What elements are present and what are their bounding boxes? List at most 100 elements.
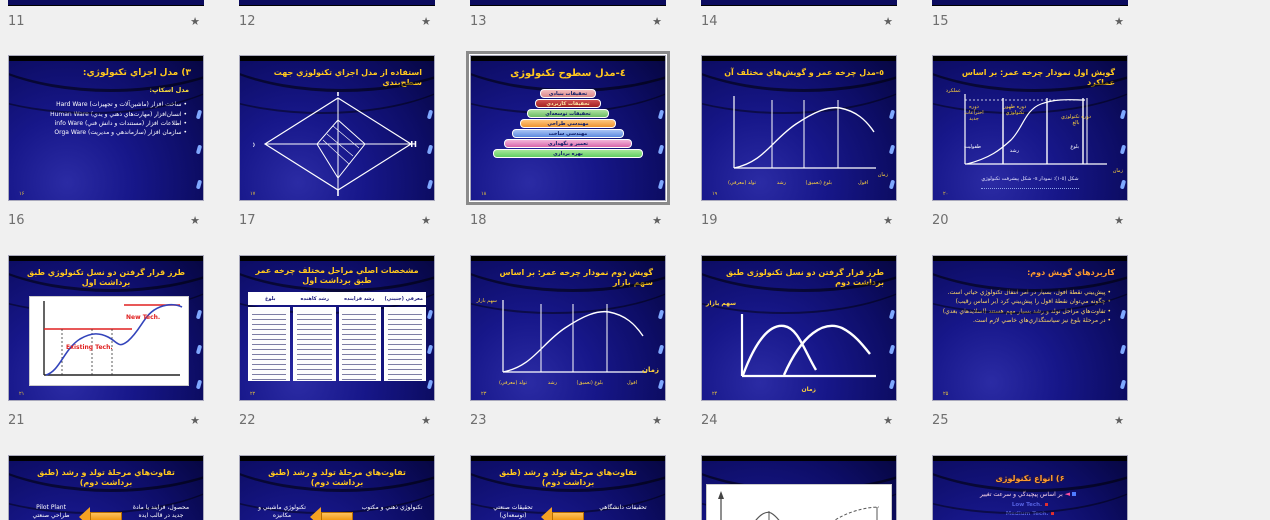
slide-number: 15 xyxy=(932,13,949,29)
slide-title: تفاوت‌هاي مرحلهٔ تولد و رشد (طبق برداشت … xyxy=(268,468,406,487)
region-label: دوره اختراعات جديد xyxy=(964,104,984,122)
slide-thumbnail-22[interactable]: مشخصات اصلي مراحل مختلف چرخه عمر طبق برد… xyxy=(239,255,435,401)
slide-edge-ticks xyxy=(195,109,203,200)
table-cell xyxy=(293,307,336,381)
transition-star-icon[interactable]: ★ xyxy=(1114,14,1124,28)
transition-star-icon[interactable]: ★ xyxy=(883,14,893,28)
left-arrow-icon xyxy=(541,507,584,520)
region-label: دوره تکنولوژي بالغ xyxy=(1061,114,1091,126)
svg-text:H: H xyxy=(410,140,417,149)
slide-thumbnail-29[interactable]: نوآوري محصول دوره عمر تکنولوژي xyxy=(701,455,897,520)
transition-star-icon[interactable]: ★ xyxy=(652,213,662,227)
slide-thumbnail-26[interactable]: تفاوت‌هاي مرحلهٔ تولد و رشد (طبق برداشت … xyxy=(8,455,204,520)
slide-thumbnail-14-edge[interactable] xyxy=(701,0,897,6)
slide-title: طرز قرار گرفتن دو نسل تکنولوژي طبق برداش… xyxy=(27,268,185,287)
pink-arrow-bullet-icon: ◄ xyxy=(1064,490,1071,498)
slide-18-label-row: 18 ★ xyxy=(470,211,666,229)
slide-12-label-row: 12 ★ xyxy=(239,12,435,30)
performance-s-curve-chart xyxy=(964,94,1107,165)
bullet-item: سازمان افزار (سازماندهي و مديريت) Orga W… xyxy=(17,128,187,137)
slide-page-number: ۲۰ xyxy=(943,191,949,197)
slide-thumbnail-30[interactable]: ۶) انواع تکنولوژی ◄ بر اساس پيچيدگي و سر… xyxy=(932,455,1128,520)
slide-thumbnail-20[interactable]: گويش اول نمودار چرخه عمر: بر اساس عملکرد… xyxy=(932,55,1128,201)
slide-edge-ticks xyxy=(888,309,896,400)
pyramid-level: مهندسي ساخت xyxy=(512,129,624,138)
slide-title: تفاوت‌هاي مرحلهٔ تولد و رشد (طبق برداشت … xyxy=(499,468,637,487)
slide-thumbnail-11-edge[interactable] xyxy=(8,0,204,6)
slide-title: ۶) انواع تکنولوژی xyxy=(995,474,1065,483)
bullet-list: ساخت افزار (ماشين‌آلات و تجهيزات) Hard W… xyxy=(9,94,203,137)
slide-thumbnail-25[interactable]: کاربردهاي گويش دوم: پيش‌بيني نقطهٔ افول،… xyxy=(932,255,1128,401)
slide-page-number: ۱۷ xyxy=(250,191,256,197)
transition-star-icon[interactable]: ★ xyxy=(421,213,431,227)
slide-20-label-row: 20 ★ xyxy=(932,211,1128,229)
x-axis-title: زمان xyxy=(1112,168,1123,174)
slide-page-number: ۱۶ xyxy=(19,191,25,197)
slide-thumbnail-19[interactable]: ٥-مدل چرخه عمر و گويش‌هاي مختلف آن زمان … xyxy=(701,55,897,201)
transition-star-icon[interactable]: ★ xyxy=(883,213,893,227)
transition-star-icon[interactable]: ★ xyxy=(1114,213,1124,227)
slide-thumbnail-23[interactable]: گويش دوم نمودار چرخه عمر: بر اساس سهم با… xyxy=(470,255,666,401)
slide-thumbnail-21[interactable]: طرز قرار گرفتن دو نسل تکنولوژي طبق برداش… xyxy=(8,255,204,401)
slide-thumbnail-16[interactable]: ۳) مدل اجزاي تکنولوژي: مدل اسکاپ: ساخت ا… xyxy=(8,55,204,201)
slide-number: 11 xyxy=(8,13,25,29)
slide-thumbnail-18[interactable]: ٤-مدل سطوح تکنولوژی تحقيقات بنيادي تحقيق… xyxy=(470,55,666,201)
slide-thumbnail-12-edge[interactable] xyxy=(239,0,435,6)
slide-page-number: ۲۳ xyxy=(481,391,487,397)
product-innovation-chart: نوآوري محصول دوره عمر تکنولوژي xyxy=(706,484,892,520)
slide-number: 18 xyxy=(470,212,487,228)
tech-level-item: Low Tech. xyxy=(933,501,1127,510)
slide-thumbnail-27[interactable]: تفاوت‌هاي مرحلهٔ تولد و رشد (طبق برداشت … xyxy=(239,455,435,520)
slide-title: کاربردهاي گويش دوم: xyxy=(1027,268,1115,277)
slide-thumbnail-28[interactable]: تفاوت‌هاي مرحلهٔ تولد و رشد (طبق برداشت … xyxy=(470,455,666,520)
comparison-row: تکنولوژي ذهني و مکتوب تکنولوژي ماشيني و … xyxy=(248,504,426,520)
svg-text:o: o xyxy=(253,140,255,149)
comparison-right-text: تحقيقات دانشگاهي xyxy=(599,504,647,511)
x-axis-label: افول xyxy=(858,180,868,186)
slide-thumbnail-13-edge[interactable] xyxy=(470,0,666,6)
life-cycle-stages-table: معرفي (جنيني) رشد فزاينده رشد کاهنده بلو… xyxy=(248,292,426,381)
bullet-item: انسان‌افزار (مهارت‌هاي ذهني و يدي) Human… xyxy=(17,110,187,119)
transition-star-icon[interactable]: ★ xyxy=(652,14,662,28)
transition-star-icon[interactable]: ★ xyxy=(652,413,662,427)
slide-thumbnail-17[interactable]: استفاده از مدل اجزاي تکنولوژي جهت سطح‌بن… xyxy=(239,55,435,201)
red-square-bullet-icon xyxy=(1051,511,1055,515)
slide-13-label-row: 13 ★ xyxy=(470,12,666,30)
tech-level-list: Low Tech. Medium Tech. High Tech. xyxy=(933,501,1127,520)
slide-edge-ticks xyxy=(888,109,896,200)
slide-number: 12 xyxy=(239,13,256,29)
transition-star-icon[interactable]: ★ xyxy=(421,14,431,28)
slide-title: طرز قرار گرفتن دو نسل تکنولوژی طبق برداش… xyxy=(726,268,884,287)
pyramid-level: تحقيقات کاربردي xyxy=(535,99,601,108)
bullet-item: چگونه مي‌توان نقطهٔ افول را پيش‌بيني کرد… xyxy=(941,297,1111,306)
comparison-right-text: تکنولوژي ذهني و مکتوب xyxy=(361,504,423,511)
slide-page-number: ۲۲ xyxy=(250,391,256,397)
transition-star-icon[interactable]: ★ xyxy=(883,413,893,427)
slide-21-label-row: 21 ★ xyxy=(8,411,204,429)
transition-star-icon[interactable]: ★ xyxy=(190,14,200,28)
slide-number: 17 xyxy=(239,212,256,228)
bullet-list: پيش‌بيني نقطهٔ افول، بسيار در امر انتقال… xyxy=(933,278,1127,325)
slide-page-number: ۲۴ xyxy=(712,391,718,397)
table-cell xyxy=(248,307,291,381)
slide-thumbnail-24[interactable]: طرز قرار گرفتن دو نسل تکنولوژی طبق برداش… xyxy=(701,255,897,401)
slide-thumbnail-15-edge[interactable] xyxy=(932,0,1128,6)
transition-star-icon[interactable]: ★ xyxy=(1114,413,1124,427)
comparison-left-text: تحقيقات صنعتي (توسعه‌اي) xyxy=(493,504,533,520)
bullet-item: ساخت افزار (ماشين‌آلات و تجهيزات) Hard W… xyxy=(17,100,187,109)
x-axis-label: رشد xyxy=(547,380,557,386)
bullet-item: پيش‌بيني نقطهٔ افول، بسيار در امر انتقال… xyxy=(941,288,1111,297)
slide-edge-ticks xyxy=(657,309,665,400)
component-diamond-diagram: T H I o xyxy=(253,92,417,196)
slide-edge-ticks xyxy=(1119,309,1127,400)
left-arrow-icon xyxy=(79,507,122,520)
comparison-left-text: تکنولوژي ماشيني و مکانيزه xyxy=(258,504,306,520)
table-header: بلوغ xyxy=(265,295,276,302)
left-arrow-icon xyxy=(310,507,353,520)
slide-edge-ticks xyxy=(195,309,203,400)
transition-star-icon[interactable]: ★ xyxy=(190,213,200,227)
table-body-row xyxy=(248,307,426,381)
transition-star-icon[interactable]: ★ xyxy=(190,413,200,427)
transition-star-icon[interactable]: ★ xyxy=(421,413,431,427)
slide-14-label-row: 14 ★ xyxy=(701,12,897,30)
